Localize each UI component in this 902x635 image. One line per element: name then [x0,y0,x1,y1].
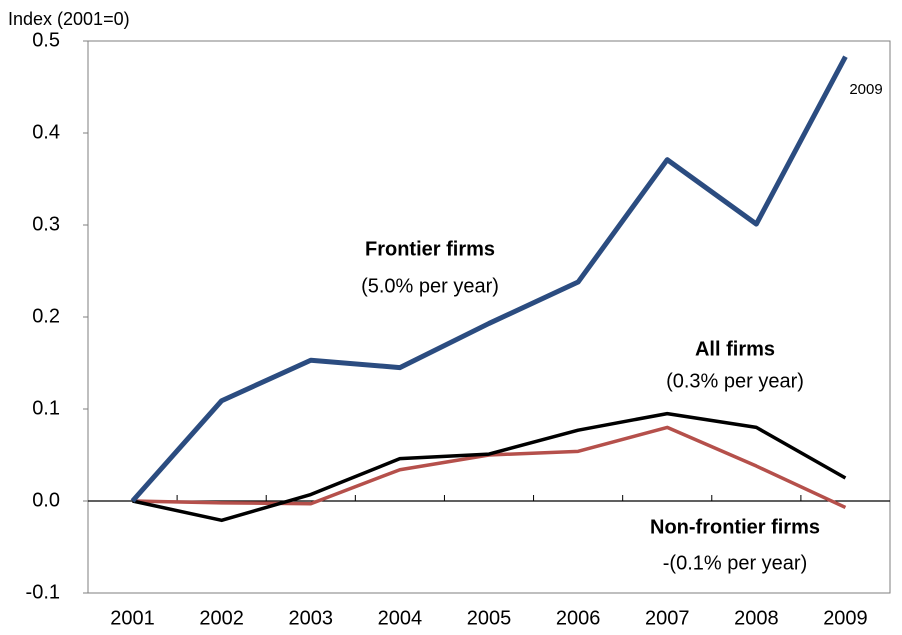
y-tick-label: 0.1 [32,397,60,419]
annotation: (0.3% per year) [666,370,804,392]
x-tick-label: 2009 [823,607,868,629]
y-tick-label: 0.3 [32,213,60,235]
y-tick-label: 0.2 [32,305,60,327]
x-tick-label: 2003 [289,607,334,629]
x-tick-label: 2002 [199,607,244,629]
y-tick-label: 0.4 [32,121,60,143]
y-tick-label: 0.5 [32,29,60,51]
x-tick-label: 2005 [467,607,512,629]
series-line [132,411,847,523]
annotation: All firms [695,338,775,360]
y-axis-label: Index (2001=0) [8,9,130,29]
x-tick-label: 2007 [645,607,690,629]
annotation: Non-frontier firms [650,516,820,538]
annotation: (5.0% per year) [361,275,499,297]
y-tick-label: -0.1 [26,581,60,603]
x-tick-label: 2008 [734,607,779,629]
x-tick-label: 2001 [110,607,155,629]
x-tick-label: 2006 [556,607,601,629]
series-line [132,425,847,510]
annotation: 2009 [849,81,882,98]
series-line [130,55,848,503]
x-tick-label: 2004 [378,607,423,629]
annotation: Frontier firms [365,238,495,260]
y-tick-label: 0.0 [32,489,60,511]
plot-frame [87,40,891,594]
annotation: -(0.1% per year) [663,552,808,574]
